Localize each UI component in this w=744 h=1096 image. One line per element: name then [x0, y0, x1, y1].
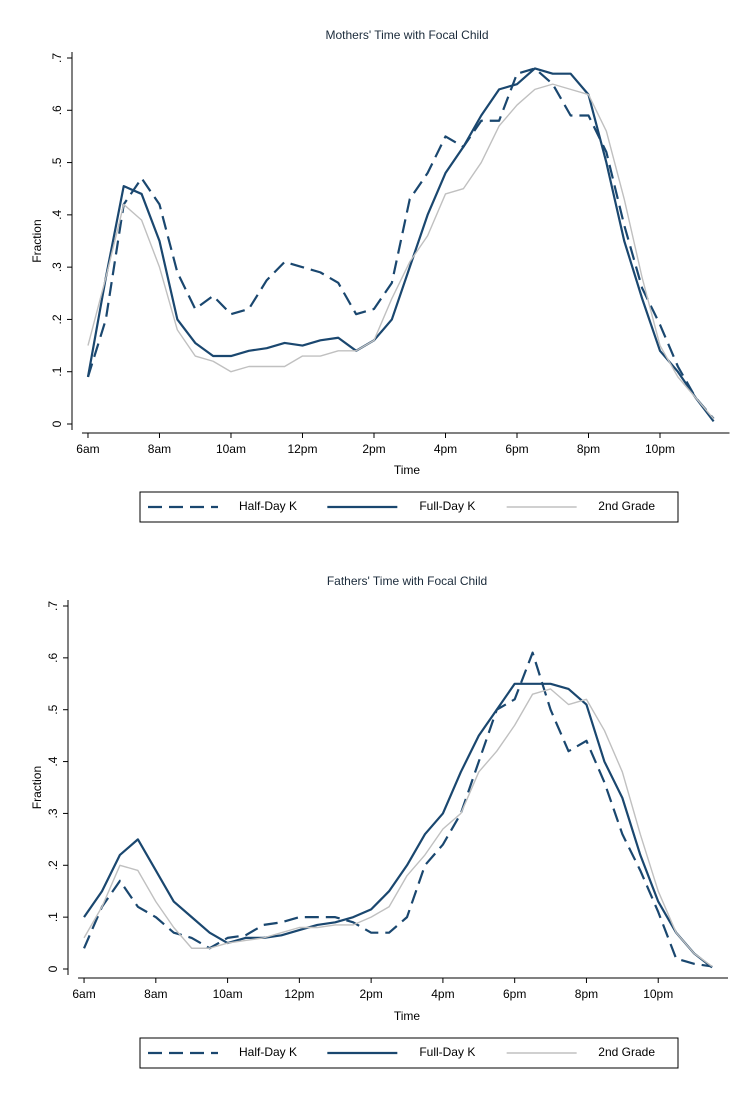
y-tick-label: .3: [50, 262, 64, 272]
y-tick-label: .5: [46, 704, 60, 714]
x-tick-label: 4pm: [431, 987, 454, 1001]
y-tick-label: .6: [50, 105, 64, 115]
x-tick-label: 8am: [148, 442, 171, 456]
chart-panel: Mothers' Time with Focal Child 0 .1 .2 .3 .4.…: [30, 28, 730, 523]
x-tick-label: 8pm: [577, 442, 600, 456]
y-tick-label: .1: [46, 912, 60, 922]
legend-label: Full-Day K: [419, 499, 475, 513]
x-tick-label: 8am: [144, 987, 167, 1001]
x-tick-label: 12pm: [287, 442, 317, 456]
legend-box: [139, 1037, 679, 1069]
y-tick-label: .7: [46, 601, 60, 611]
x-tick-label: 2pm: [362, 442, 385, 456]
y-tick-label: .5: [50, 157, 64, 167]
x-tick-label: 10am: [213, 987, 243, 1001]
legend-label: Half-Day K: [239, 499, 297, 513]
y-axis-label: Fraction: [30, 219, 44, 262]
chart-title: Fathers' Time with Focal Child: [327, 574, 487, 588]
legend-label: 2nd Grade: [598, 1045, 655, 1059]
x-tick-label: 4pm: [434, 442, 457, 456]
legend-label: 2nd Grade: [598, 499, 655, 513]
x-tick-label: 6pm: [505, 442, 528, 456]
data-line: [86, 67, 715, 423]
data-line: [87, 83, 715, 420]
x-tick-label: 8pm: [575, 987, 598, 1001]
data-line: [83, 651, 713, 968]
y-tick-label: .4: [50, 210, 64, 220]
y-tick-label: .1: [50, 366, 64, 376]
x-axis-label: Time: [394, 463, 421, 477]
x-tick-label: 10pm: [645, 442, 675, 456]
y-tick-label: .3: [46, 808, 60, 818]
chart-title: Mothers' Time with Focal Child: [325, 28, 488, 42]
y-tick-label: .6: [46, 653, 60, 663]
y-tick-label: 0: [46, 965, 60, 972]
data-line: [86, 67, 715, 420]
y-tick-label: .2: [50, 314, 64, 324]
chart-panel: Fathers' Time with Focal Child 0 .1 .2 .3 .4.…: [30, 574, 728, 1069]
y-tick-label: 0: [50, 420, 64, 427]
y-tick-label: .4: [46, 756, 60, 766]
legend-label: Full-Day K: [419, 1045, 475, 1059]
data-line: [83, 688, 713, 967]
x-tick-label: 6am: [76, 442, 99, 456]
x-tick-label: 6pm: [503, 987, 526, 1001]
x-tick-label: 2pm: [359, 987, 382, 1001]
x-tick-label: 10pm: [643, 987, 673, 1001]
x-axis-label: Time: [394, 1009, 421, 1023]
legend-label: Half-Day K: [239, 1045, 297, 1059]
x-tick-label: 6am: [72, 987, 95, 1001]
legend-box: [139, 491, 679, 523]
data-line: [83, 682, 713, 969]
x-tick-label: 12pm: [284, 987, 314, 1001]
y-tick-label: .7: [50, 53, 64, 63]
y-tick-label: .2: [46, 860, 60, 870]
x-tick-label: 10am: [216, 442, 246, 456]
y-axis-label: Fraction: [30, 766, 44, 809]
